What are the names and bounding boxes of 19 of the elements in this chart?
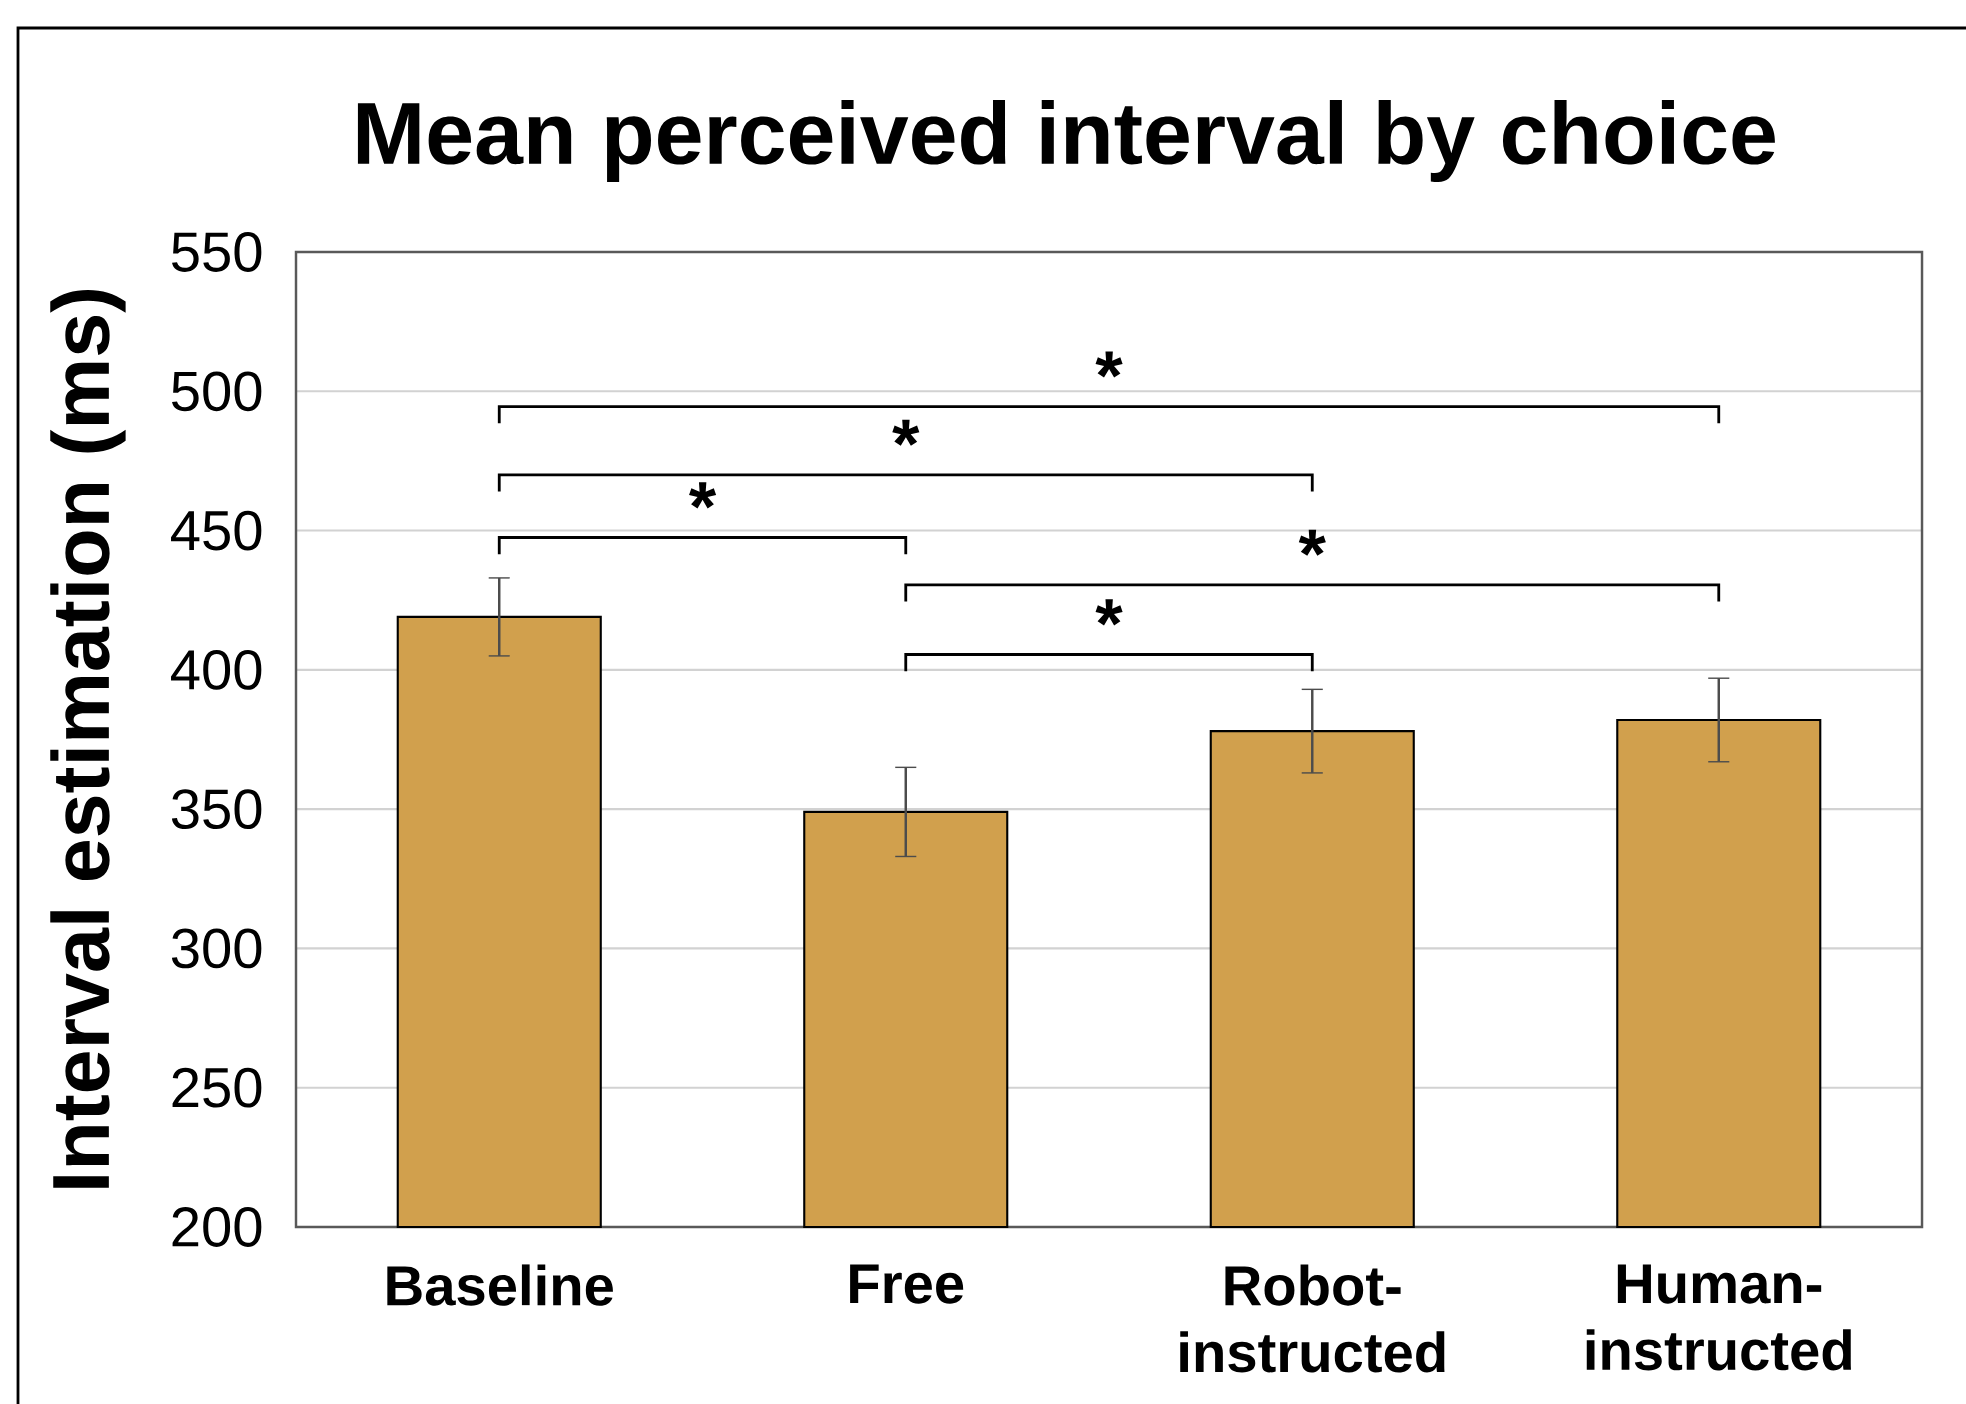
y-tick-label: 450 (171, 510, 262, 551)
y-tick-label: 350 (171, 789, 262, 830)
annotation: * (689, 482, 717, 509)
y-tick-label: 400 (171, 649, 262, 690)
chart-title: Mean perceived interval by choice (357, 100, 1775, 182)
y-tick-label: 500 (172, 371, 262, 412)
x-tick-label: Baseline (387, 1264, 613, 1306)
y-tick-label: 200 (172, 1207, 262, 1247)
annotation: * (1095, 599, 1123, 626)
y-axis-title: Interval estimation (ms) (50, 289, 126, 1188)
annotation: * (1298, 529, 1326, 556)
annotation: * (892, 419, 920, 446)
y-tick-label: 250 (172, 1067, 262, 1108)
y-tick-label: 550 (172, 232, 262, 272)
x-tick-label: Free (850, 1264, 964, 1304)
x-tick-label: Human-instructed (1586, 1264, 1851, 1371)
annotation: * (1095, 351, 1123, 378)
y-tick-label: 300 (171, 928, 262, 969)
x-tick-label: Robot-instructed (1180, 1264, 1445, 1373)
